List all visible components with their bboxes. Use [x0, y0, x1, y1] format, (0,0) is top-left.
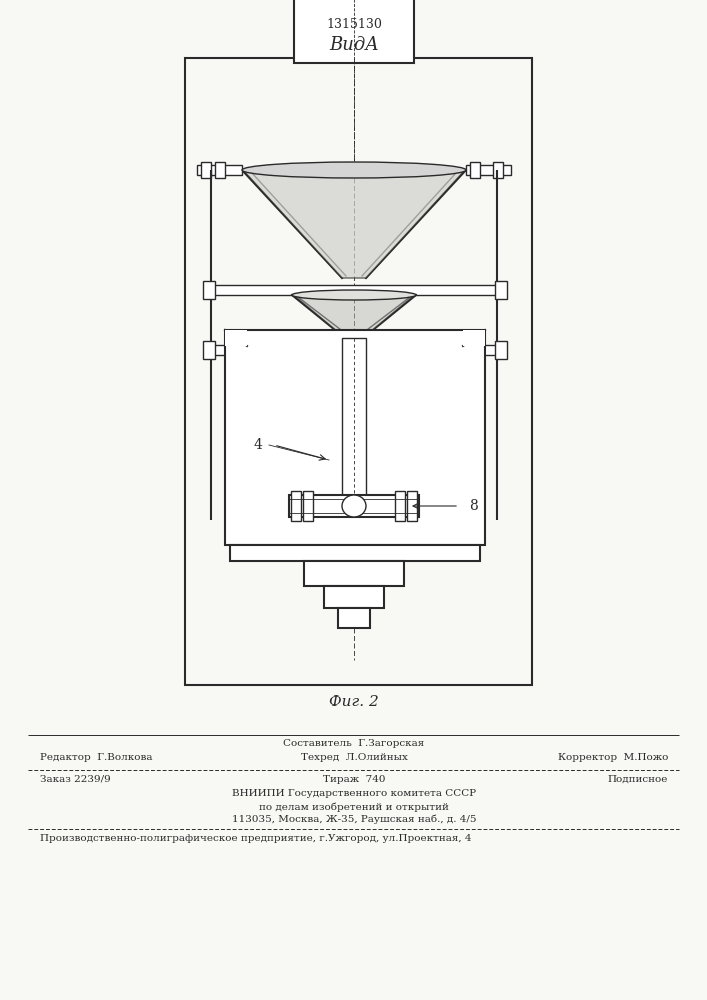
Polygon shape [243, 170, 465, 278]
Bar [197, 165, 242, 175]
Bar [291, 491, 301, 521]
Text: Техред  Л.Олийных: Техред Л.Олийных [300, 753, 407, 762]
Bar [407, 491, 417, 521]
Bar [495, 281, 507, 299]
Bar [230, 545, 480, 561]
Ellipse shape [292, 290, 416, 300]
Bar [201, 162, 211, 178]
Bar [495, 341, 507, 359]
Bar [215, 162, 225, 178]
Bar [225, 330, 485, 545]
Bar [185, 58, 532, 685]
Text: 4: 4 [254, 438, 263, 452]
Bar [205, 345, 503, 355]
Polygon shape [294, 295, 414, 338]
Text: Корректор  М.Пожо: Корректор М.Пожо [558, 753, 668, 762]
Bar [463, 330, 485, 346]
Bar [466, 165, 511, 175]
Text: Тираж  740: Тираж 740 [323, 775, 385, 784]
Ellipse shape [242, 162, 466, 178]
Text: 1315130: 1315130 [326, 18, 382, 31]
Text: Составитель  Г.Загорская: Составитель Г.Загорская [284, 739, 425, 748]
Text: Подписное: Подписное [607, 775, 668, 784]
Bar [303, 491, 313, 521]
Text: 8: 8 [469, 499, 478, 513]
Bar [395, 491, 405, 521]
Bar [294, 0, 414, 63]
Text: Фиг. 2: Фиг. 2 [329, 695, 379, 709]
Ellipse shape [342, 495, 366, 517]
Text: ВНИИПИ Государственного комитета СССР: ВНИИПИ Государственного комитета СССР [232, 789, 476, 798]
Bar [493, 162, 503, 178]
Bar [205, 285, 503, 295]
Bar [324, 586, 384, 608]
Bar [304, 561, 404, 586]
Bar [203, 341, 215, 359]
Bar [470, 162, 480, 178]
Text: Производственно-полиграфическое предприятие, г.Ужгород, ул.Проектная, 4: Производственно-полиграфическое предприя… [40, 834, 472, 843]
Bar [338, 608, 370, 628]
Text: Заказ 2239/9: Заказ 2239/9 [40, 775, 111, 784]
Text: по делам изобретений и открытий: по делам изобретений и открытий [259, 802, 449, 812]
Text: Редактор  Г.Волкова: Редактор Г.Волкова [40, 753, 153, 762]
Bar [225, 330, 247, 346]
Text: ВидА: ВидА [329, 36, 379, 54]
Bar [289, 495, 419, 517]
Bar [203, 281, 215, 299]
Text: 113035, Москва, Ж-35, Раушская наб., д. 4/5: 113035, Москва, Ж-35, Раушская наб., д. … [232, 815, 477, 824]
Bar [342, 338, 366, 498]
